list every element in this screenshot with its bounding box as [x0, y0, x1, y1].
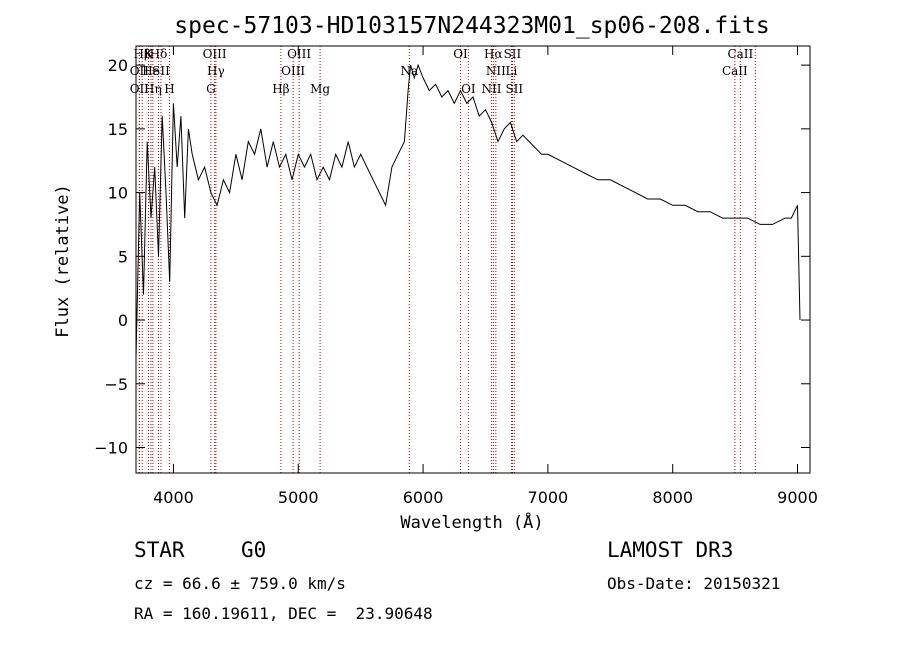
- spectral-line-label: He: [142, 64, 160, 78]
- y-tick-label: 0: [118, 311, 128, 330]
- spectral-line-label: SII: [152, 64, 170, 78]
- y-tick-label: 5: [118, 247, 128, 266]
- y-tick-label: −10: [94, 439, 128, 458]
- spectral-subclass: G0: [241, 538, 267, 562]
- spectral-line-label: Hη: [144, 82, 162, 96]
- y-tick-label: −5: [104, 375, 128, 394]
- spectral-line-label: CaII: [742, 0, 768, 3]
- x-tick-label: 8000: [652, 488, 693, 507]
- chart-title: spec-57103-HD103157N244323M01_sp06-208.f…: [174, 13, 769, 39]
- spectral-line-label: OI: [461, 82, 476, 96]
- y-tick-label: 20: [108, 56, 128, 75]
- spectral-line-label: SII: [505, 82, 523, 96]
- spectral-line-label: NII: [481, 82, 501, 96]
- spectral-line-label: CaII: [722, 64, 748, 78]
- x-tick-label: 5000: [278, 488, 319, 507]
- spectral-line-label: OIII: [203, 47, 227, 61]
- spectral-line-label: NII: [486, 64, 506, 78]
- spectral-line-label: SII: [504, 47, 522, 61]
- x-tick-label: 4000: [153, 488, 194, 507]
- spectral-line-label: Hβ: [134, 47, 151, 61]
- spectral-line-label: Hδ: [150, 47, 168, 61]
- spectral-line-label: Hγ: [207, 64, 225, 78]
- survey-name: LAMOST DR3: [607, 538, 734, 562]
- spectral-line-label: Hβ: [272, 82, 289, 96]
- spectral-line-label: OI: [453, 47, 468, 61]
- spectral-line-label: G: [206, 82, 216, 96]
- x-tick-label: 9000: [777, 488, 818, 507]
- spectral-line-label: Hα: [484, 47, 503, 61]
- y-tick-label: 10: [108, 184, 128, 203]
- flux-series-line: [135, 63, 801, 359]
- spectral-line-label: OII: [130, 82, 150, 96]
- coordinates: RA = 160.19611, DEC = 23.90648: [134, 604, 433, 623]
- spectral-line-label: CaII: [727, 47, 753, 61]
- plot-frame: [135, 45, 811, 474]
- spectral-line-label: Mg: [310, 82, 330, 96]
- observation-date: Obs-Date: 20150321: [607, 574, 781, 593]
- object-type: STAR: [134, 538, 185, 562]
- spectral-line-label: Li: [506, 64, 518, 78]
- spectral-line-label: K: [144, 47, 154, 61]
- x-tick-label: 7000: [528, 488, 569, 507]
- spectral-line-label: OIII: [281, 64, 305, 78]
- x-tick-label: 6000: [403, 488, 444, 507]
- redshift-value: cz = 66.6 ± 759.0 km/s: [134, 574, 346, 593]
- spectral-line-label: H: [164, 82, 174, 96]
- x-axis-label: Wavelength (Å): [400, 511, 543, 533]
- y-axis-label: Flux (relative): [53, 184, 73, 338]
- spectral-line-label: OIII: [287, 47, 311, 61]
- y-tick-label: 15: [108, 120, 128, 139]
